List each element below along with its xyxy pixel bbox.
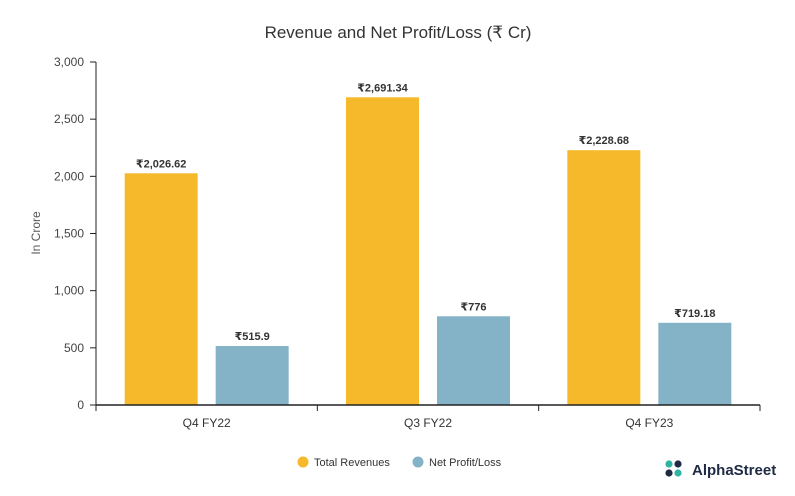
data-labels-group: ₹2,026.62 ₹515.9 ₹2,691.34 ₹776 ₹2,228.68 ₹71… bbox=[136, 82, 716, 343]
data-label: ₹2,228.68 bbox=[579, 135, 629, 147]
bar-total-revenues-1 bbox=[346, 97, 419, 405]
brand-logo: AlphaStreet bbox=[665, 460, 776, 479]
y-tick-label: 0 bbox=[77, 398, 84, 412]
logo-dot bbox=[665, 460, 673, 468]
logo-dot bbox=[665, 469, 673, 477]
y-tick-label: 2,500 bbox=[54, 112, 84, 126]
bar-net-profit-loss-1 bbox=[437, 316, 510, 405]
data-label: ₹2,026.62 bbox=[136, 158, 186, 170]
bar-net-profit-loss-0 bbox=[215, 346, 289, 405]
bar-net-profit-loss-2 bbox=[658, 322, 732, 405]
data-label: ₹515.9 bbox=[235, 331, 270, 343]
logo-dot bbox=[674, 469, 682, 477]
bars-group bbox=[124, 97, 732, 405]
legend-marker bbox=[412, 456, 424, 468]
y-tick-label: 1,000 bbox=[54, 284, 84, 298]
bar-total-revenues-0 bbox=[124, 173, 198, 405]
data-label: ₹719.18 bbox=[674, 308, 715, 320]
legend-item-net-profit-loss[interactable]: Net Profit/Loss bbox=[412, 456, 502, 470]
chart-title: Revenue and Net Profit/Loss (₹ Cr) bbox=[265, 23, 532, 42]
y-axis: 0 500 1,000 1,500 2,000 2,500 3,000 bbox=[54, 55, 97, 412]
brand-name: AlphaStreet bbox=[692, 462, 776, 479]
x-tick-label: Q4 FY23 bbox=[625, 416, 673, 430]
y-axis-title: In Crore bbox=[29, 211, 43, 255]
legend-label: Net Profit/Loss bbox=[429, 457, 502, 469]
legend-label: Total Revenues bbox=[314, 457, 390, 469]
y-tick-label: 500 bbox=[64, 341, 84, 355]
legend: Total Revenues Net Profit/Loss bbox=[297, 456, 502, 470]
legend-item-total-revenues[interactable]: Total Revenues bbox=[297, 456, 391, 470]
data-label: ₹2,691.34 bbox=[357, 82, 408, 94]
y-tick-label: 2,000 bbox=[54, 169, 84, 183]
logo-dot bbox=[674, 460, 682, 468]
x-tick-label: Q4 FY22 bbox=[183, 416, 231, 430]
x-axis: Q4 FY22 Q3 FY22 Q4 FY23 bbox=[95, 404, 761, 430]
legend-marker bbox=[297, 456, 309, 468]
data-label: ₹776 bbox=[460, 301, 486, 313]
alphastreet-logo-icon bbox=[665, 460, 682, 477]
x-tick-label: Q3 FY22 bbox=[404, 416, 452, 430]
y-tick-label: 3,000 bbox=[54, 55, 84, 69]
bar-total-revenues-2 bbox=[567, 150, 641, 405]
y-tick-label: 1,500 bbox=[54, 227, 84, 241]
